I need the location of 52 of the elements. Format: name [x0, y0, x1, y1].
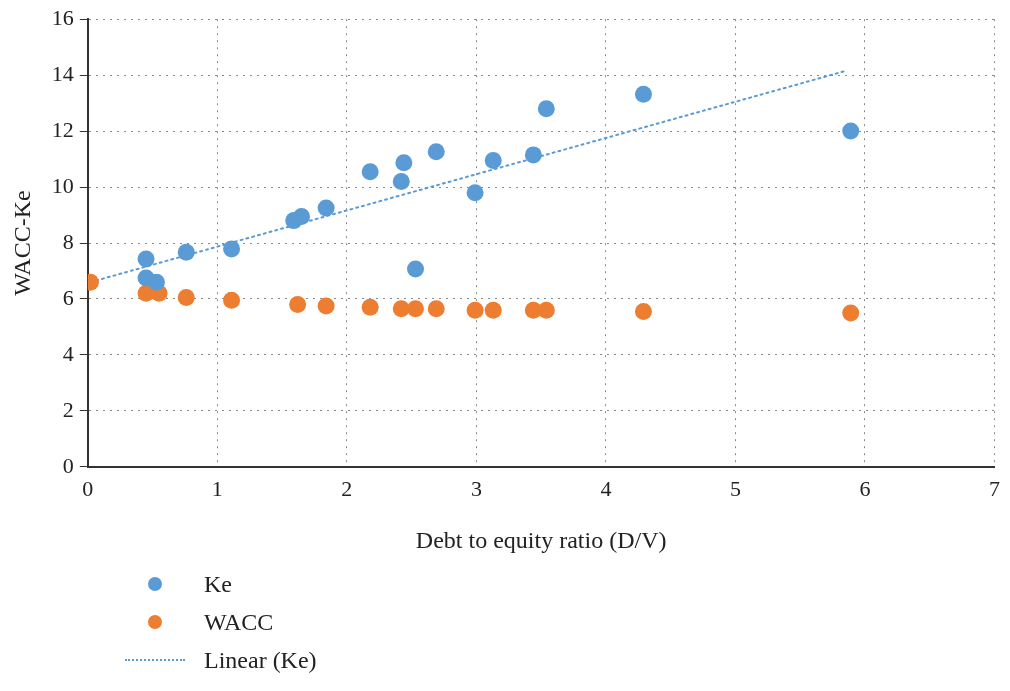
legend-label: Linear (Ke) — [204, 646, 317, 674]
point — [289, 296, 307, 314]
point — [407, 300, 425, 318]
x-tick-label: 7 — [989, 475, 1000, 501]
legend-label: Ke — [204, 570, 232, 598]
point — [537, 100, 555, 118]
point — [634, 85, 652, 103]
point — [361, 298, 379, 316]
y-tick-label: 10 — [51, 172, 74, 198]
point — [427, 300, 445, 318]
point — [484, 301, 502, 319]
point — [317, 199, 335, 217]
x-tick-label: 1 — [211, 475, 223, 501]
point — [223, 291, 241, 309]
point — [137, 250, 155, 268]
point — [361, 163, 379, 181]
point — [223, 240, 241, 258]
y-tick-label: 2 — [62, 396, 74, 422]
point — [842, 304, 860, 322]
point — [537, 301, 555, 319]
y-tick-label: 12 — [51, 116, 74, 142]
y-tick-label: 0 — [62, 452, 74, 478]
x-tick-label: 0 — [82, 475, 94, 501]
x-tick-label: 2 — [341, 475, 353, 501]
y-tick-label: 16 — [51, 4, 74, 30]
x-tick-label: 6 — [859, 475, 871, 501]
x-axis-title: Debt to equity ratio (D/V) — [415, 526, 667, 553]
point — [427, 143, 445, 161]
legend-label: WACC — [204, 608, 274, 636]
point — [466, 184, 484, 202]
x-tick-label: 3 — [470, 475, 482, 501]
point — [392, 300, 410, 318]
point — [317, 297, 335, 315]
y-tick-label: 4 — [62, 340, 74, 366]
point — [842, 122, 860, 140]
point — [634, 303, 652, 321]
point — [177, 289, 195, 307]
point — [407, 260, 425, 278]
y-axis-title: WACC-Ke — [8, 190, 35, 296]
y-tick-label: 14 — [51, 60, 74, 86]
y-tick-label: 8 — [62, 228, 74, 254]
point — [147, 273, 165, 291]
point — [177, 243, 195, 261]
point — [395, 154, 413, 172]
point — [524, 146, 542, 164]
point — [466, 301, 484, 319]
x-tick-label: 5 — [729, 475, 741, 501]
point — [392, 172, 410, 190]
x-tick-label: 4 — [600, 475, 612, 501]
point — [293, 207, 311, 225]
point — [484, 151, 502, 169]
y-tick-label: 6 — [62, 284, 74, 310]
